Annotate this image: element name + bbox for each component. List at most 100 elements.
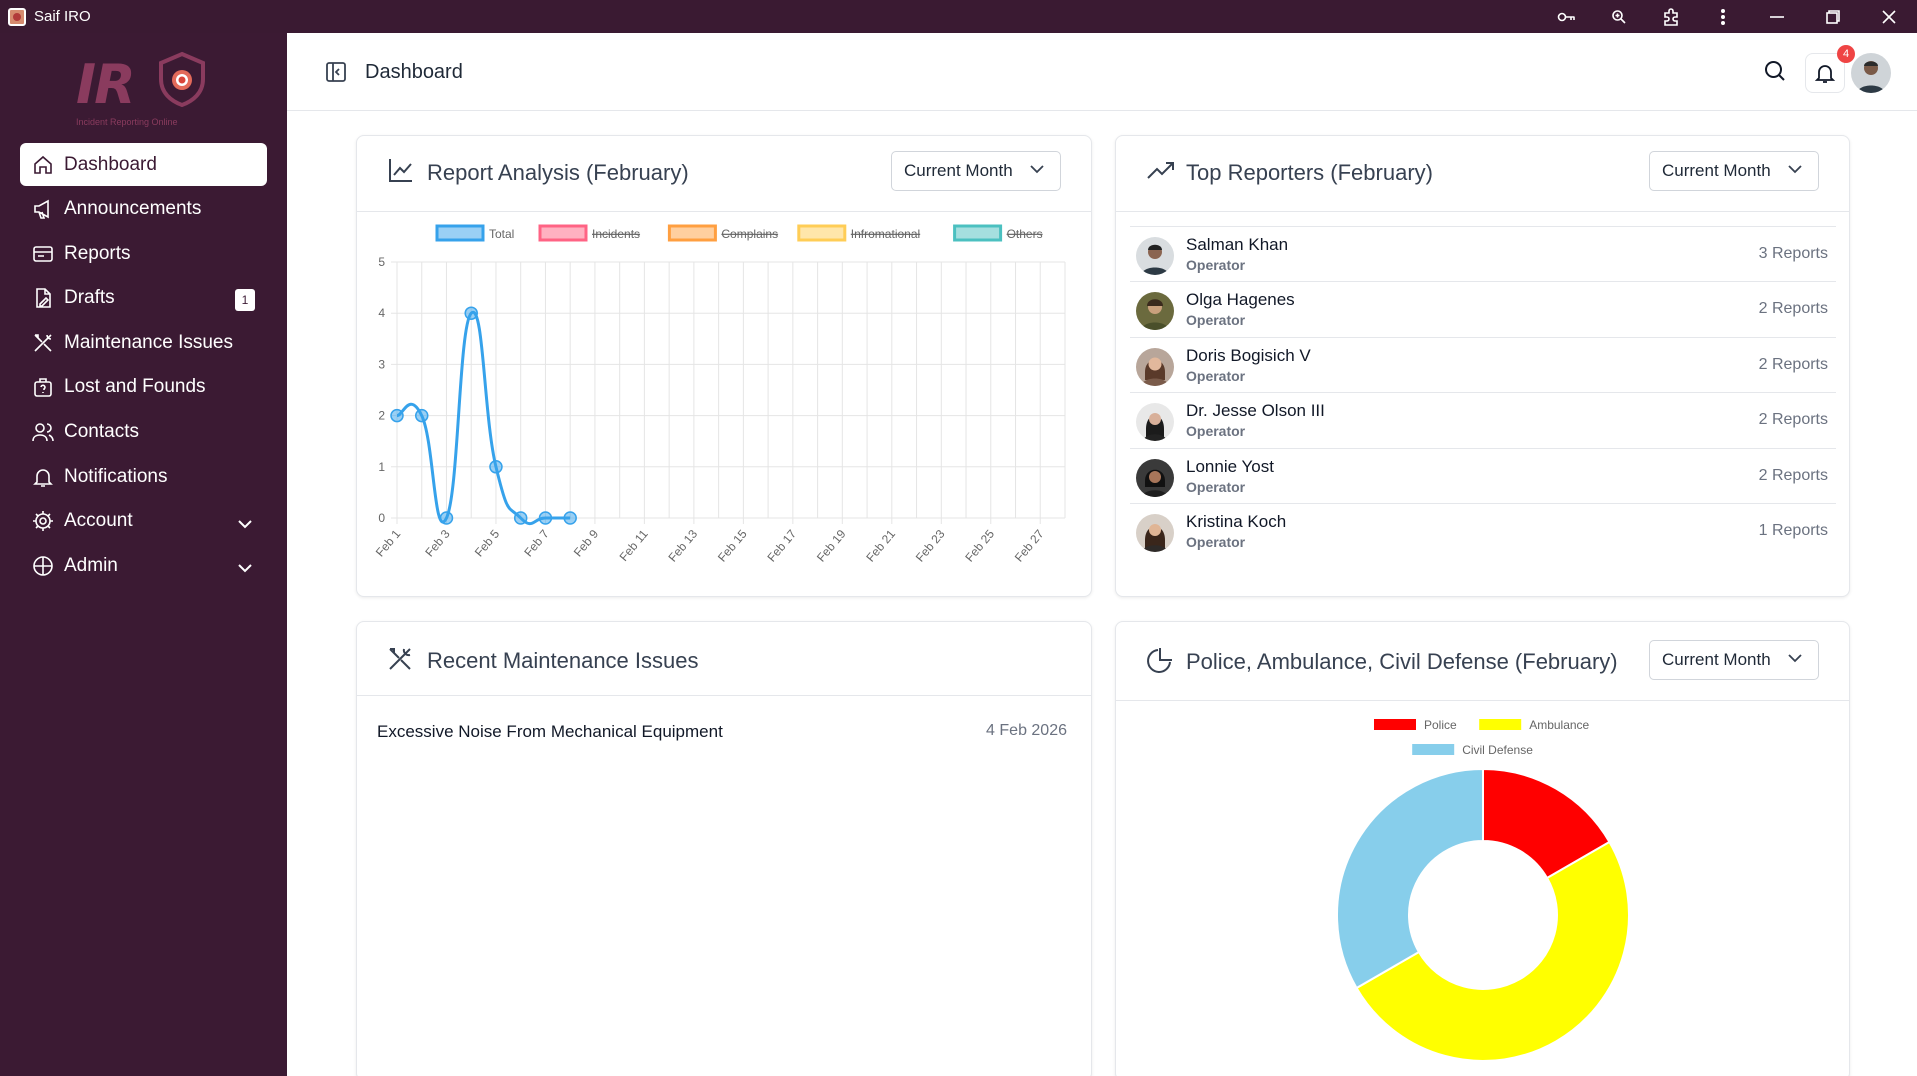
x-tick-label: Feb 15 xyxy=(715,527,750,565)
notifications-button[interactable] xyxy=(1805,53,1845,93)
password-key-icon[interactable] xyxy=(1541,0,1593,33)
avatar xyxy=(1136,347,1174,386)
legend-item: Others xyxy=(953,224,1043,242)
sidebar-item-announcements[interactable]: Announcements xyxy=(20,188,267,231)
x-tick-label: Feb 7 xyxy=(521,527,552,560)
list-item[interactable]: Dr. Jesse Olson III Operator 2 Reports xyxy=(1130,392,1836,447)
sidebar-item-lost-and-founds[interactable]: Lost and Founds xyxy=(20,366,267,409)
reporters-list: Salman Khan Operator 3 Reports Olga Hage… xyxy=(1130,226,1836,558)
sidebar-item-contacts[interactable]: Contacts xyxy=(20,411,267,454)
legend-swatch xyxy=(1374,719,1416,730)
x-tick-label: Feb 3 xyxy=(422,527,453,560)
more-menu-icon[interactable] xyxy=(1697,0,1749,33)
sidebar-collapse-icon[interactable] xyxy=(325,61,347,88)
minimize-button[interactable] xyxy=(1749,0,1805,33)
reporter-name: Lonnie Yost xyxy=(1186,456,1274,476)
maintenance-card: Recent Maintenance Issues Excessive Nois… xyxy=(356,621,1092,1076)
reporter-role: Operator xyxy=(1186,312,1246,329)
donut-slice xyxy=(1355,840,1630,1062)
logo[interactable]: IR Incident Reporting Online xyxy=(72,47,222,127)
y-tick-label: 0 xyxy=(378,511,385,525)
search-icon[interactable] xyxy=(1763,59,1787,88)
avatar xyxy=(1136,513,1174,552)
report-analysis-card: Report Analysis (February) Current Month… xyxy=(356,135,1092,597)
reporter-role: Operator xyxy=(1186,257,1246,273)
drafts-count-badge: 1 xyxy=(235,288,255,311)
sidebar-item-label: Notifications xyxy=(64,465,168,487)
draft-file-icon xyxy=(32,287,54,309)
sidebar-item-notifications[interactable]: Notifications xyxy=(20,455,267,498)
line-chart-icon xyxy=(387,156,415,189)
sidebar-item-maintenance-issues[interactable]: Maintenance Issues xyxy=(20,321,267,364)
x-tick-label: Feb 9 xyxy=(571,527,602,560)
reporter-name: Salman Khan xyxy=(1186,235,1289,254)
card-header: Recent Maintenance Issues xyxy=(357,622,1091,696)
report-count: 2 Reports xyxy=(1758,300,1828,318)
data-point xyxy=(414,408,429,423)
reporter-role: Operator xyxy=(1186,533,1246,550)
notification-count-badge: 4 xyxy=(1837,45,1855,63)
sidebar-item-admin[interactable]: Admin xyxy=(20,544,267,587)
reporter-name: Olga Hagenes xyxy=(1186,290,1295,310)
sidebar-item-label: Contacts xyxy=(64,421,139,443)
y-tick-label: 1 xyxy=(378,460,385,474)
legend-label: Total xyxy=(489,227,514,241)
title-bar: Saif IRO xyxy=(0,0,1917,33)
tools-icon xyxy=(32,332,54,354)
chevron-down-icon xyxy=(1788,165,1802,174)
legend-swatch xyxy=(538,224,588,242)
y-tick-label: 2 xyxy=(378,409,385,423)
legend-item: Ambulance xyxy=(1479,718,1590,732)
sidebar-nav: Dashboard Announcements Reports Drafts 1… xyxy=(20,143,267,589)
card-header: Report Analysis (February) Current Month xyxy=(357,136,1091,212)
extensions-icon[interactable] xyxy=(1645,0,1697,33)
list-item[interactable]: Doris Bogisich V Operator 2 Reports xyxy=(1130,336,1836,392)
trending-up-icon xyxy=(1146,158,1176,187)
top-reporters-card: Top Reporters (February) Current Month S… xyxy=(1115,135,1850,597)
legend-swatch xyxy=(1479,719,1522,730)
list-item[interactable]: Olga Hagenes Operator 2 Reports xyxy=(1130,281,1836,336)
x-tick-label: Feb 25 xyxy=(962,527,997,565)
megaphone-icon xyxy=(32,198,54,220)
list-item[interactable]: Lonnie Yost Operator 2 Reports xyxy=(1130,447,1836,503)
sidebar-item-label: Drafts xyxy=(64,287,115,309)
data-point xyxy=(439,511,454,525)
legend-item: Total xyxy=(435,224,514,242)
list-item[interactable]: Salman Khan Operator 3 Reports xyxy=(1130,226,1836,281)
emergency-services-card: Police, Ambulance, Civil Defense (Februa… xyxy=(1115,621,1850,1076)
emergency-donut-chart: Police Ambulance Civil Defense xyxy=(1336,718,1630,1062)
close-button[interactable] xyxy=(1861,0,1917,33)
card-title: Top Reporters (February) xyxy=(1186,160,1433,185)
legend-swatch xyxy=(953,224,1003,242)
month-filter-dropdown[interactable]: Current Month xyxy=(1649,640,1819,680)
month-filter-dropdown[interactable]: Current Month xyxy=(1649,151,1819,191)
list-item[interactable]: Excessive Noise From Mechanical Equipmen… xyxy=(377,722,1067,748)
user-avatar[interactable] xyxy=(1851,53,1891,93)
sidebar-item-label: Account xyxy=(64,510,133,532)
sidebar-item-dashboard[interactable]: Dashboard xyxy=(20,143,267,186)
chevron-down-icon[interactable] xyxy=(237,557,253,579)
card-title: Recent Maintenance Issues xyxy=(427,648,699,673)
reporter-role: Operator xyxy=(1186,423,1246,440)
card-title: Report Analysis (February) xyxy=(427,160,689,185)
list-item[interactable]: Kristina Koch Operator 1 Reports xyxy=(1130,502,1836,558)
report-line-chart: Total Incidents Complains Infromational Othe… xyxy=(373,224,1066,565)
avatar xyxy=(1136,403,1174,442)
bell-icon xyxy=(1814,65,1836,83)
reporter-name: Doris Bogisich V xyxy=(1186,345,1311,365)
zoom-icon[interactable] xyxy=(1593,0,1645,33)
sidebar-item-drafts[interactable]: Drafts 1 xyxy=(20,277,267,320)
legend-label: Police xyxy=(1424,718,1457,732)
month-filter-dropdown[interactable]: Current Month xyxy=(891,151,1061,191)
donut-slice xyxy=(1336,767,1484,990)
logo-tagline: Incident Reporting Online xyxy=(76,117,178,127)
sidebar-item-account[interactable]: Account xyxy=(20,500,267,543)
chevron-down-icon xyxy=(1788,654,1802,663)
chevron-down-icon[interactable] xyxy=(237,513,253,535)
data-point xyxy=(489,460,503,474)
restore-button[interactable] xyxy=(1805,0,1861,33)
legend-label: Complains xyxy=(721,227,778,241)
sidebar-item-reports[interactable]: Reports xyxy=(20,232,267,275)
sidebar-item-label: Maintenance Issues xyxy=(64,331,233,353)
x-tick-label: Feb 5 xyxy=(472,527,503,560)
